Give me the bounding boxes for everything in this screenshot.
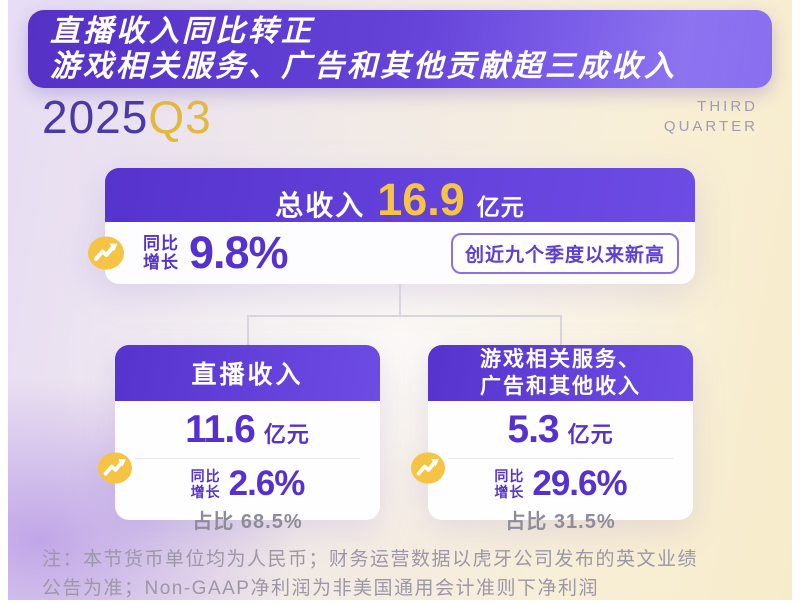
- yoy-label-bottom: 增长: [143, 253, 179, 272]
- headline-line-1: 直播收入同比转正: [50, 14, 772, 49]
- divider: [135, 458, 360, 459]
- total-revenue-growth-row: 同比 增长 9.8% 创近九个季度以来新高: [105, 222, 695, 284]
- period-en-line-2: QUARTER: [664, 117, 758, 137]
- total-revenue-value: 16.9: [377, 174, 465, 226]
- yoy-growth-value: 2.6%: [229, 464, 305, 504]
- share-label: 占比: [192, 511, 234, 533]
- yoy-growth-value: 9.8%: [189, 227, 288, 279]
- share-label: 占比: [505, 511, 547, 533]
- period-row: 2025Q3 THIRD QUARTER: [42, 92, 758, 142]
- yoy-label-bottom: 增长: [191, 484, 221, 500]
- game-services-value: 5.3: [507, 408, 558, 452]
- period-english-label: THIRD QUARTER: [664, 97, 758, 138]
- headline-banner: 直播收入同比转正 游戏相关服务、广告和其他贡献超三成收入: [28, 10, 772, 88]
- game-services-share: 占比 31.5%: [428, 505, 693, 534]
- game-services-body: 5.3 亿元 同比 增长 29.6%: [428, 401, 693, 520]
- yoy-label-top: 同比: [494, 468, 524, 484]
- divider: [448, 458, 673, 459]
- yoy-growth-label: 同比 增长: [143, 234, 179, 272]
- live-streaming-body: 11.6 亿元 同比 增长 2.6%: [115, 401, 380, 520]
- share-value: 68.5%: [241, 511, 303, 533]
- live-streaming-share: 占比 68.5%: [115, 505, 380, 534]
- trend-up-icon: [98, 451, 132, 485]
- footnote-line-1: 注：本节货币单位均为人民币；财务运营数据以虎牙公司发布的英文业绩: [42, 546, 772, 575]
- yoy-growth-label: 同比 增长: [494, 468, 524, 500]
- live-streaming-header: 直播收入: [115, 345, 380, 401]
- live-streaming-growth-row: 同比 增长 2.6%: [115, 464, 380, 504]
- poster-background: 直播收入同比转正 游戏相关服务、广告和其他贡献超三成收入 2025Q3 THIR…: [8, 0, 792, 600]
- trend-up-icon: [88, 235, 124, 271]
- yoy-label-bottom: 增长: [494, 484, 524, 500]
- yoy-label-top: 同比: [191, 468, 221, 484]
- trend-up-icon: [411, 451, 445, 485]
- total-revenue-header: 总收入 16.9 亿元: [105, 168, 695, 222]
- yoy-label-top: 同比: [143, 234, 179, 253]
- live-streaming-unit: 亿元: [264, 417, 310, 449]
- period-quarter: Q3: [148, 91, 211, 143]
- game-services-value-row: 5.3 亿元: [428, 408, 693, 452]
- game-services-title-line-2: 广告和其他收入: [480, 373, 641, 400]
- segment-cards: 直播收入 11.6 亿元 同比: [115, 345, 693, 520]
- yoy-growth-value: 29.6%: [532, 464, 626, 504]
- footnote: 注：本节货币单位均为人民币；财务运营数据以虎牙公司发布的英文业绩 公告为准；No…: [42, 546, 772, 603]
- live-streaming-title: 直播收入: [191, 355, 303, 391]
- game-services-header: 游戏相关服务、 广告和其他收入: [428, 345, 693, 401]
- period-en-line-1: THIRD: [664, 97, 758, 117]
- total-revenue-unit: 亿元: [477, 188, 525, 222]
- total-revenue-title: 总收入: [275, 184, 365, 224]
- live-streaming-value: 11.6: [185, 408, 255, 452]
- period-year: 2025: [42, 91, 148, 143]
- game-services-title-line-1: 游戏相关服务、: [480, 346, 641, 373]
- game-services-card: 游戏相关服务、 广告和其他收入 5.3 亿元: [428, 345, 693, 520]
- headline-line-2: 游戏相关服务、广告和其他贡献超三成收入: [50, 49, 772, 84]
- connector-stem: [399, 284, 401, 316]
- footnote-line-2: 公告为准；Non-GAAP净利润为非美国通用会计准则下净利润: [42, 575, 772, 603]
- game-services-growth-row: 同比 增长 29.6%: [428, 464, 693, 504]
- total-revenue-card: 总收入 16.9 亿元 同比 增长 9.8% 创近九个季度以来新高: [105, 168, 695, 284]
- connector-branch: [247, 315, 562, 346]
- share-value: 31.5%: [554, 511, 616, 533]
- game-services-unit: 亿元: [568, 417, 614, 449]
- period-label: 2025Q3: [42, 90, 212, 144]
- live-streaming-value-row: 11.6 亿元: [115, 408, 380, 452]
- record-high-badge: 创近九个季度以来新高: [451, 233, 679, 274]
- live-streaming-card: 直播收入 11.6 亿元 同比: [115, 345, 380, 520]
- yoy-growth-label: 同比 增长: [191, 468, 221, 500]
